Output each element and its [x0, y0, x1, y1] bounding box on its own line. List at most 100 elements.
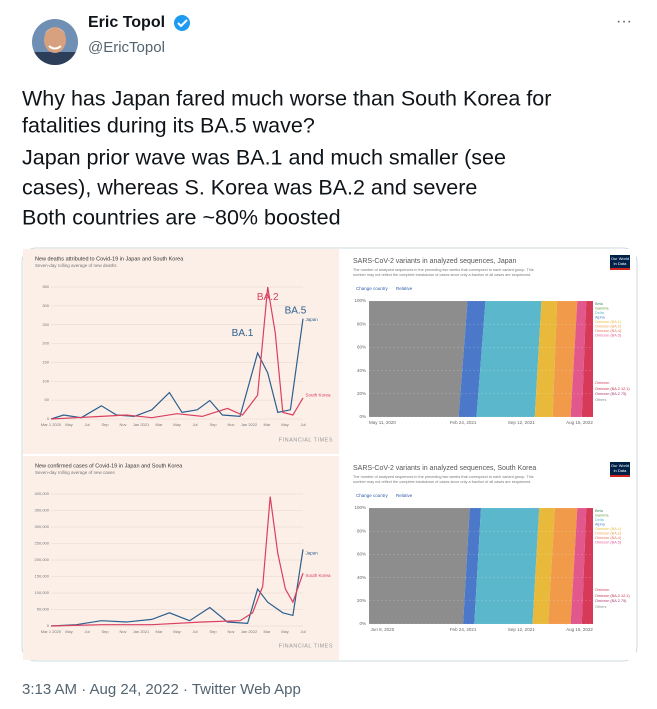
variant-area [476, 301, 542, 417]
variant-area [570, 301, 587, 417]
series-label: South Korea [306, 573, 332, 578]
handle[interactable]: @EricTopol [88, 39, 165, 56]
x-tick-label: Sep [101, 629, 109, 634]
legend-label: Delta [595, 518, 605, 522]
y-tick-label: 0% [359, 414, 366, 419]
x-tick-label: Sep [209, 629, 217, 634]
y-tick-label: 100,000 [35, 590, 50, 595]
timestamp[interactable]: 3:13 AM · Aug 24, 2022 · Twitter Web App [22, 681, 301, 698]
media: New deaths attributed to Covid-19 in Jap… [23, 249, 636, 660]
trend-line [50, 318, 304, 420]
series-label: South Korea [306, 392, 332, 397]
legend-label: Alpha [595, 316, 606, 320]
variant-area [532, 508, 555, 624]
source-brand: FINANCIAL TIMES [279, 437, 333, 443]
x-tick-label: Nov [227, 422, 234, 427]
series-label: BA.5 [285, 305, 307, 316]
y-tick-label: 300 [42, 303, 49, 308]
x-tick-label: Jan 2021 [133, 422, 150, 427]
control-button[interactable]: Relative [396, 286, 413, 291]
legend-label: Omicron [595, 588, 609, 592]
x-tick-label: Sep [209, 422, 217, 427]
y-tick-label: 350,000 [35, 508, 50, 513]
x-tick-label: Jul [84, 422, 89, 427]
y-tick-label: 80% [357, 528, 366, 533]
tweet-line: fatalities during its BA.5 wave? [22, 114, 315, 138]
legend-label: Omicron (BA.4) [595, 329, 622, 333]
variant-area [581, 301, 593, 417]
verified-badge [174, 15, 190, 31]
control-button[interactable]: Change country [356, 493, 389, 498]
series-label: BA.2 [257, 292, 279, 303]
y-tick-label: 100 [42, 378, 49, 383]
legend-label: Omicron (BA.1) [595, 320, 622, 324]
brand-strip [610, 475, 630, 477]
y-tick-label: 80% [357, 321, 366, 326]
brand-box [610, 255, 630, 268]
y-tick-label: 150 [42, 359, 49, 364]
y-tick-label: 250 [42, 322, 49, 327]
media-panel: SARS-CoV-2 variants in analyzed sequence… [341, 249, 636, 454]
variant-area [548, 508, 578, 624]
panel-background [23, 249, 339, 454]
more-button[interactable]: ··· [616, 13, 632, 30]
legend-label: Others [595, 605, 606, 609]
series-label: Japan [306, 551, 319, 556]
y-tick-label: 60% [357, 552, 366, 557]
variant-area [581, 508, 593, 624]
brand-strip [610, 268, 630, 270]
legend-label: Beta [595, 302, 604, 306]
x-tick-label: May [173, 629, 181, 634]
x-tick-label: May [281, 422, 289, 427]
legend-label: Alpha [595, 523, 606, 527]
avatar[interactable] [30, 18, 80, 72]
legend-label: Omicron (BA.5) [595, 541, 622, 545]
control-button[interactable]: Relative [396, 493, 413, 498]
x-tick-label: Sep 12, 2021 [508, 420, 535, 425]
x-tick-label: Aug 15, 2022 [566, 627, 593, 632]
panel-description: The number of analyzed sequences in the … [353, 475, 534, 479]
x-tick-label: Aug 15, 2022 [566, 420, 593, 425]
x-tick-label: Nov [227, 629, 234, 634]
y-tick-label: 350 [42, 284, 49, 289]
media-panel: SARS-CoV-2 variants in analyzed sequence… [341, 456, 636, 660]
legend-label: Omicron (BA.2) [595, 325, 622, 329]
brand-box [610, 462, 630, 475]
legend-label: Delta [595, 311, 605, 315]
variant-area [369, 508, 470, 624]
y-tick-label: 0 [47, 623, 50, 628]
variant-area [369, 301, 468, 417]
x-tick-label: Sep 12, 2021 [508, 627, 535, 632]
x-tick-label: May [65, 422, 73, 427]
brand-text: in Data [614, 261, 627, 266]
y-tick-label: 40% [357, 575, 366, 580]
x-tick-label: Mar 1 2020 [41, 629, 62, 634]
x-tick-label: Jul [300, 422, 305, 427]
variant-area [552, 301, 578, 417]
legend-label: Omicron (BA.2) [595, 532, 622, 536]
tweet-text: Why has Japan fared much worse than Sout… [22, 87, 551, 230]
display-name[interactable]: Eric Topol [88, 14, 165, 31]
y-tick-label: 300,000 [35, 524, 50, 529]
y-tick-label: 20% [357, 391, 366, 396]
x-tick-label: Feb 24, 2021 [450, 627, 477, 632]
x-tick-label: Jul [192, 629, 197, 634]
y-tick-label: 200,000 [35, 557, 50, 562]
panel-description: number may not reflect the complete brea… [353, 480, 531, 484]
legend-label: Gamma [595, 514, 609, 518]
x-tick-label: Jul [192, 422, 197, 427]
trend-line [50, 549, 304, 627]
legend-label: Omicron (BA.2.12.1) [595, 594, 630, 598]
panel-description: The number of analyzed sequences in the … [353, 268, 534, 272]
control-button[interactable]: Change country [356, 286, 389, 291]
tweet-line: Japan prior wave was BA.1 and much small… [22, 146, 506, 170]
y-tick-label: 400,000 [35, 491, 50, 496]
x-tick-label: Nov [119, 422, 126, 427]
media-panel: New deaths attributed to Covid-19 in Jap… [23, 249, 339, 454]
series-label: BA.1 [232, 328, 254, 339]
legend-label: Omicron [595, 381, 609, 385]
variant-area [474, 508, 540, 624]
source-brand: FINANCIAL TIMES [279, 643, 333, 649]
trend-line [50, 286, 304, 420]
